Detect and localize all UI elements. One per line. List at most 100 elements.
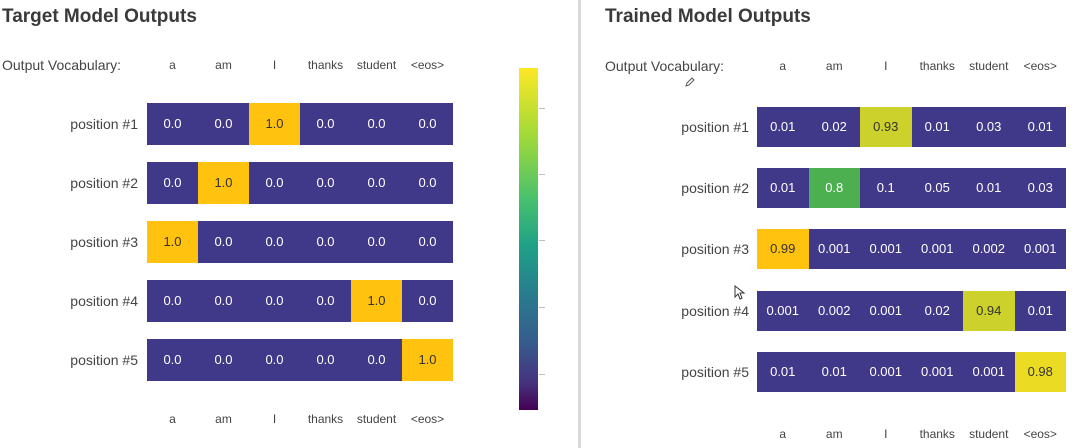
heatmap-cell: 0.0 bbox=[198, 221, 249, 263]
heatmap-cell: 0.01 bbox=[757, 352, 809, 392]
position-row-label: position #4 bbox=[681, 303, 749, 319]
heatmap-cell: 1.0 bbox=[402, 339, 453, 381]
heatmap-cell: 0.8 bbox=[808, 168, 860, 208]
heatmap-cell: 0.0 bbox=[249, 162, 300, 204]
heatmap-cell: 0.99 bbox=[757, 229, 809, 269]
heatmap-row: 0.99 0.001 0.001 0.001 0.002 0.001 bbox=[757, 229, 1066, 269]
heatmap-cell: 0.0 bbox=[147, 162, 198, 204]
heatmap-cell: 0.0 bbox=[249, 280, 300, 322]
vocab-column-header: I bbox=[884, 59, 888, 73]
position-row-label: position #1 bbox=[70, 116, 138, 132]
colorbar bbox=[519, 68, 538, 410]
position-row-label: position #4 bbox=[70, 293, 138, 309]
heatmap-cell: 0.03 bbox=[963, 107, 1015, 147]
heatmap-cell: 0.001 bbox=[911, 352, 963, 392]
heatmap-cell: 0.0 bbox=[402, 162, 453, 204]
vocab-column-footer: am bbox=[825, 427, 843, 441]
vocab-column-footer: <eos> bbox=[1023, 427, 1057, 441]
position-row-label: position #5 bbox=[70, 352, 138, 368]
heatmap-cell: 0.01 bbox=[757, 168, 809, 208]
heatmap-cell: 0.03 bbox=[1014, 168, 1066, 208]
heatmap-row: 0.0 0.0 0.0 0.0 1.0 0.0 bbox=[147, 280, 453, 322]
vocab-column-header: thanks bbox=[307, 58, 344, 72]
heatmap-cell: 0.002 bbox=[963, 229, 1015, 269]
heatmap-cell: 1.0 bbox=[147, 221, 198, 263]
vocab-column-footer: <eos> bbox=[410, 412, 445, 426]
heatmap-cell: 0.0 bbox=[147, 103, 198, 145]
vocab-column-header: am bbox=[825, 59, 843, 73]
heatmap-cell: 0.001 bbox=[757, 291, 809, 331]
heatmap-cell: 0.0 bbox=[249, 221, 300, 263]
heatmap-cell: 0.0 bbox=[402, 280, 453, 322]
heatmap-cell: 0.0 bbox=[300, 221, 351, 263]
heatmap-cell: 0.0 bbox=[300, 339, 351, 381]
heatmap-cell: 0.001 bbox=[1014, 229, 1066, 269]
heatmap-cell: 0.1 bbox=[860, 168, 912, 208]
vocab-column-footer: am bbox=[215, 412, 232, 426]
heatmap-cell: 0.0 bbox=[351, 162, 402, 204]
heatmap-cell: 0.0 bbox=[351, 221, 402, 263]
heatmap-row: 0.001 0.002 0.001 0.02 0.94 0.01 bbox=[757, 291, 1066, 331]
position-row-label: position #1 bbox=[681, 119, 749, 135]
heatmap-cell: 0.93 bbox=[860, 107, 912, 147]
vocab-column-footer: I bbox=[884, 427, 888, 441]
vocab-column-footer: thanks bbox=[307, 412, 344, 426]
vocab-column-header: a bbox=[779, 59, 787, 73]
target-panel-title: Target Model Outputs bbox=[2, 6, 197, 27]
heatmap-cell: 0.02 bbox=[911, 291, 963, 331]
heatmap-cell: 0.02 bbox=[808, 107, 860, 147]
colorbar-tick bbox=[539, 374, 545, 375]
heatmap-cell: 0.0 bbox=[300, 280, 351, 322]
trained-vocab-label: Output Vocabulary: bbox=[605, 58, 725, 74]
target-vocab-label: Output Vocabulary: bbox=[2, 57, 122, 73]
trained-panel-title: Trained Model Outputs bbox=[605, 6, 811, 27]
pencil-icon bbox=[685, 77, 695, 87]
position-row-label: position #2 bbox=[681, 180, 749, 196]
colorbar-tick bbox=[539, 174, 545, 175]
heatmap-row: 0.01 0.01 0.001 0.001 0.001 0.98 bbox=[757, 352, 1066, 392]
vocab-column-header: student bbox=[969, 59, 1009, 73]
heatmap-cell: 0.0 bbox=[198, 339, 249, 381]
vocab-column-footer: student bbox=[969, 427, 1009, 441]
heatmap-row: 0.0 0.0 1.0 0.0 0.0 0.0 bbox=[147, 103, 453, 145]
heatmap-cell: 0.05 bbox=[911, 168, 963, 208]
heatmap-row: 0.0 1.0 0.0 0.0 0.0 0.0 bbox=[147, 162, 453, 204]
target-outputs-panel: Target Model Outputs Output Vocabulary: … bbox=[2, 6, 453, 426]
heatmap-cell: 0.01 bbox=[1014, 107, 1066, 147]
heatmap-cell: 0.0 bbox=[198, 280, 249, 322]
heatmap-cell: 0.01 bbox=[1014, 291, 1066, 331]
vocab-column-footer: thanks bbox=[919, 427, 955, 441]
heatmap-cell: 0.0 bbox=[249, 339, 300, 381]
heatmap-cell: 1.0 bbox=[249, 103, 300, 145]
heatmap-cell: 0.002 bbox=[808, 291, 860, 331]
position-row-label: position #5 bbox=[681, 364, 749, 380]
vocab-column-footer: a bbox=[169, 412, 176, 426]
vocab-column-footer: student bbox=[356, 412, 397, 426]
heatmap-cell: 0.0 bbox=[198, 103, 249, 145]
heatmap-row: 0.01 0.02 0.93 0.01 0.03 0.01 bbox=[757, 107, 1066, 147]
colorbar-tick bbox=[539, 108, 545, 109]
heatmap-cell: 0.001 bbox=[963, 352, 1015, 392]
vocab-column-footer: a bbox=[779, 427, 787, 441]
heatmap-cell: 0.0 bbox=[147, 339, 198, 381]
heatmap-row: 0.01 0.8 0.1 0.05 0.01 0.03 bbox=[757, 168, 1066, 208]
heatmap-cell: 0.98 bbox=[1014, 352, 1066, 392]
heatmap-cell: 0.0 bbox=[402, 221, 453, 263]
vocab-column-header: student bbox=[356, 58, 397, 72]
vocab-column-header: <eos> bbox=[1023, 59, 1057, 73]
heatmap-cell: 0.0 bbox=[147, 280, 198, 322]
heatmap-cell: 0.0 bbox=[351, 339, 402, 381]
heatmap-cell: 1.0 bbox=[198, 162, 249, 204]
heatmap-cell: 0.001 bbox=[860, 229, 912, 269]
vocab-column-header: thanks bbox=[919, 59, 955, 73]
vocab-column-header: I bbox=[272, 58, 277, 72]
heatmap-cell: 0.0 bbox=[402, 103, 453, 145]
vocab-column-header: <eos> bbox=[410, 58, 445, 72]
colorbar-tick bbox=[539, 307, 545, 308]
heatmap-cell: 0.001 bbox=[808, 229, 860, 269]
heatmap-cell: 0.0 bbox=[300, 162, 351, 204]
colorbar-tick bbox=[539, 240, 545, 241]
heatmap-cell: 0.0 bbox=[351, 103, 402, 145]
heatmap-cell: 0.001 bbox=[911, 229, 963, 269]
heatmap-row: 0.0 0.0 0.0 0.0 0.0 1.0 bbox=[147, 339, 453, 381]
